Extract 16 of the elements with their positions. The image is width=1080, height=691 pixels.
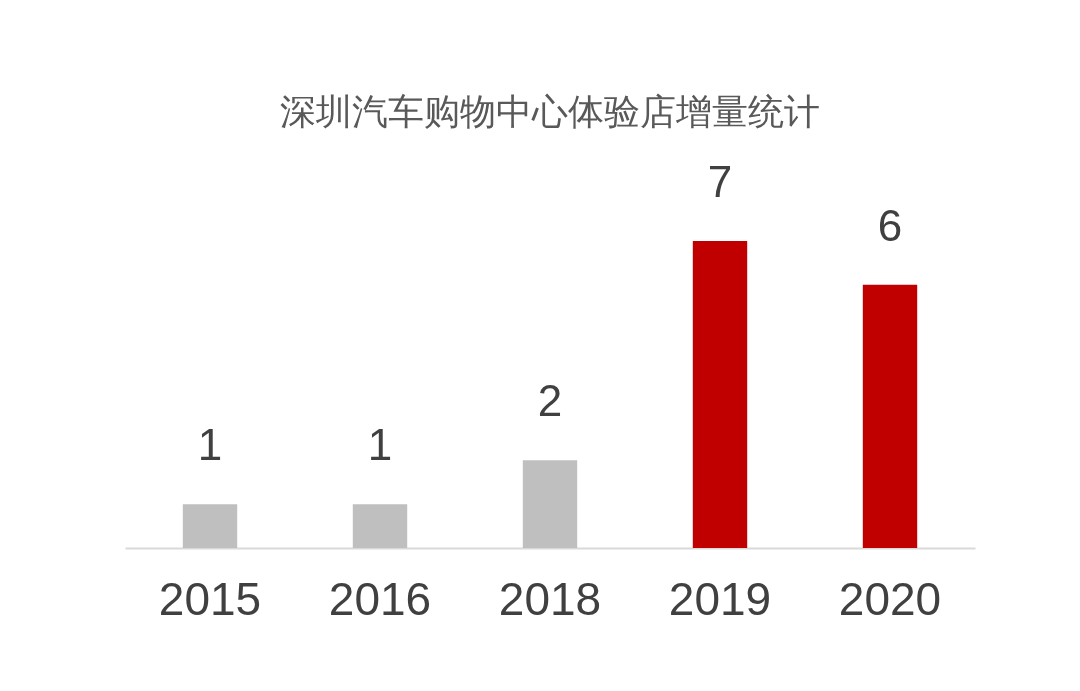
data-label: 7 xyxy=(707,157,733,206)
x-tick-label: 2018 xyxy=(498,572,602,625)
x-tick-label: 2019 xyxy=(668,572,772,625)
x-tick-label: 2016 xyxy=(328,572,432,625)
bar xyxy=(692,241,748,548)
x-tick-label: 2020 xyxy=(838,572,942,625)
data-label: 1 xyxy=(197,420,223,470)
data-label: 1 xyxy=(367,420,393,470)
bar xyxy=(862,284,918,548)
data-label: 2 xyxy=(537,376,563,426)
chart-title: 深圳汽车购物中心体验店增量统计 xyxy=(280,91,820,132)
bar xyxy=(352,504,408,548)
bar xyxy=(522,460,578,548)
x-tick-label: 2015 xyxy=(158,572,262,625)
bar xyxy=(182,504,238,548)
data-label: 6 xyxy=(877,200,903,250)
